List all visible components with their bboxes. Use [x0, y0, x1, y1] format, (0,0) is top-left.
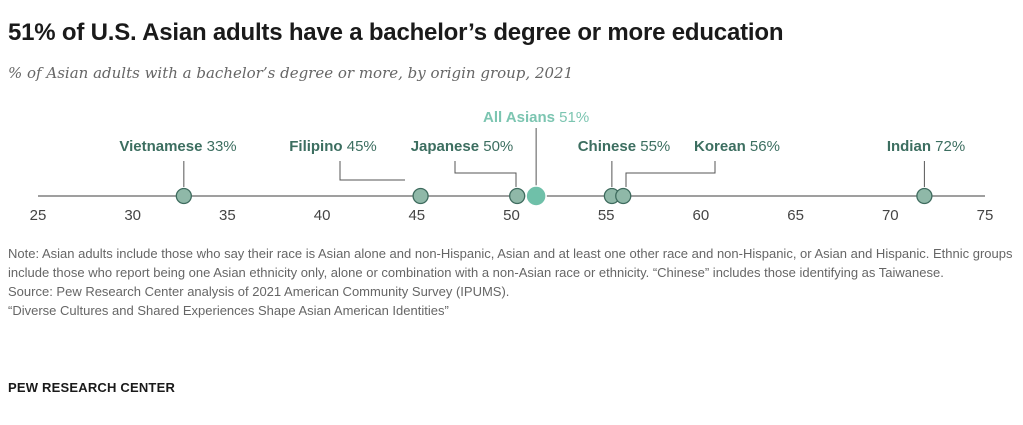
report-title-text: “Diverse Cultures and Shared Experiences…	[8, 303, 449, 318]
data-label-value: 33%	[207, 138, 237, 155]
data-point-highlight	[525, 185, 547, 207]
x-tick-label: 55	[598, 207, 615, 224]
data-label-value: 51%	[559, 109, 589, 126]
x-tick-label: 50	[503, 207, 520, 224]
chart-title: 51% of U.S. Asian adults have a bachelor…	[8, 19, 784, 46]
data-point	[916, 187, 933, 205]
data-label: Chinese 55%	[578, 138, 671, 155]
x-tick-label: 70	[882, 207, 899, 224]
x-tick-label: 45	[408, 207, 425, 224]
data-label-value: 50%	[483, 138, 513, 155]
x-tick-label: 40	[314, 207, 331, 224]
data-label: Vietnamese 33%	[119, 138, 236, 155]
x-tick-label: 75	[977, 207, 994, 224]
data-label-name: Chinese	[578, 138, 641, 155]
data-label-name: Korean	[694, 138, 750, 155]
data-point	[412, 187, 429, 205]
label-connector	[339, 161, 405, 181]
data-label-value: 45%	[347, 138, 377, 155]
data-point	[175, 187, 192, 205]
x-tick-label: 60	[693, 207, 710, 224]
notes: Note: Asian adults include those who say…	[8, 244, 1013, 320]
label-connector	[454, 161, 517, 187]
data-label-name: Japanese	[411, 138, 484, 155]
x-tick-label: 35	[219, 207, 236, 224]
highlight-label: All Asians 51%	[483, 109, 589, 126]
data-label-name: All Asians	[483, 109, 559, 126]
note-text: Note: Asian adults include those who say…	[8, 246, 1013, 280]
data-point	[615, 187, 632, 205]
dot-plot: 25 30 35 40 45 50 55 60 65 70 75 Vietnamese 33% Fili…	[30, 109, 994, 224]
data-label-value: 56%	[750, 138, 780, 155]
data-label-name: Vietnamese	[119, 138, 206, 155]
x-tick-label: 25	[30, 207, 47, 224]
data-label: Indian 72%	[887, 138, 965, 155]
data-point	[509, 187, 526, 205]
data-label-value: 72%	[935, 138, 965, 155]
source-text: Source: Pew Research Center analysis of …	[8, 284, 510, 299]
chart-subtitle: % of Asian adults with a bachelor’s degr…	[8, 64, 574, 82]
data-label: Filipino 45%	[289, 138, 377, 155]
x-tick-label: 65	[787, 207, 804, 224]
label-connector	[625, 161, 716, 187]
data-label: Korean 56%	[694, 138, 780, 155]
data-label: Japanese 50%	[411, 138, 514, 155]
data-label-name: Filipino	[289, 138, 347, 155]
x-tick-label: 30	[124, 207, 141, 224]
data-label-name: Indian	[887, 138, 935, 155]
data-label-value: 55%	[640, 138, 670, 155]
footer-brand: PEW RESEARCH CENTER	[8, 380, 176, 395]
